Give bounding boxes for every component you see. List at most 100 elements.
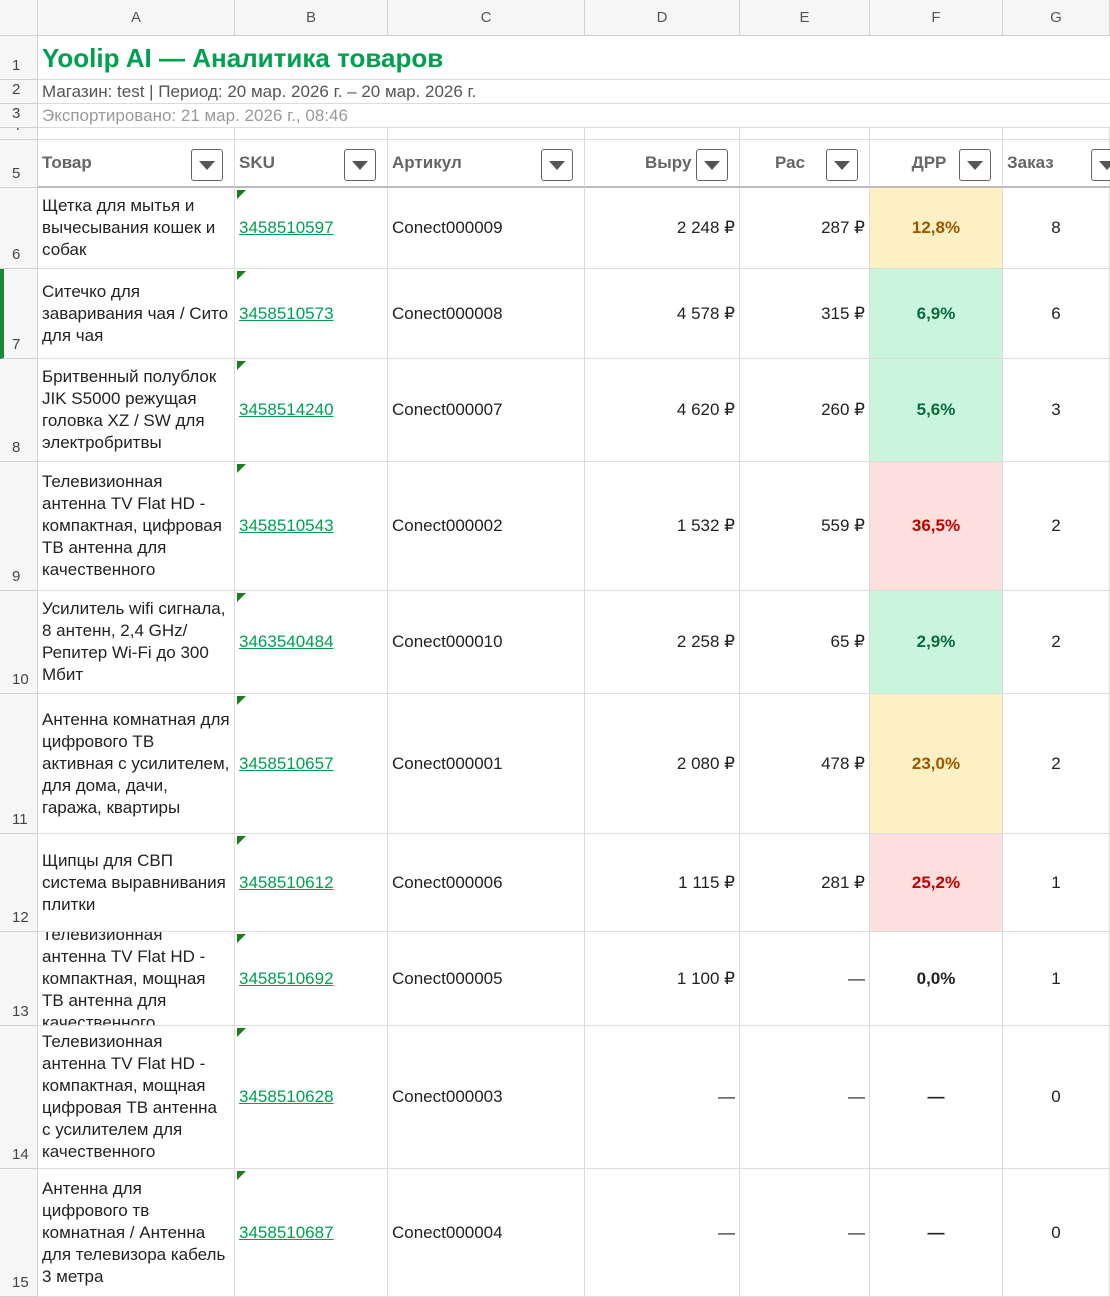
cell-marker	[237, 361, 246, 370]
row-number[interactable]: 7	[0, 269, 38, 359]
sku-link-text[interactable]: 3458510573	[239, 303, 334, 323]
cell	[388, 128, 585, 140]
row-number-text[interactable]: 15	[12, 1274, 29, 1291]
sku-link[interactable]: 3458510612	[235, 834, 388, 932]
article-text: Conect000005	[392, 968, 503, 988]
column-header-text[interactable]: A	[130, 8, 141, 26]
revenue: 1 115 ₽	[585, 834, 740, 932]
filter-button[interactable]	[826, 149, 858, 181]
revenue-text: 1 100 ₽	[676, 968, 735, 988]
revenue: 1 532 ₽	[585, 462, 740, 591]
column-header[interactable]: F	[870, 0, 1003, 36]
sku-link[interactable]: 3458510692	[235, 932, 388, 1026]
article-text: Conect000007	[392, 400, 503, 419]
column-title: Рас	[740, 140, 870, 188]
column-header-text[interactable]: D	[656, 8, 668, 26]
product-name: Телевизионная антенна TV Flat HD - компа…	[38, 1026, 235, 1169]
sku-link-text[interactable]: 3458510543	[239, 516, 334, 535]
row-number[interactable]: 8	[0, 359, 38, 462]
sku-link-text[interactable]: 3458510628	[239, 1087, 334, 1106]
row-number-text[interactable]: 8	[12, 439, 21, 456]
row-number[interactable]: 2	[0, 80, 38, 104]
row-number-text[interactable]: 2	[12, 81, 21, 98]
row-number-text[interactable]: 4	[12, 128, 20, 137]
row-number[interactable]: 4	[0, 128, 38, 140]
sku-link-text[interactable]: 3458510657	[239, 753, 334, 773]
product-name-text: Ситечко для заваривания чая / Сито для ч…	[42, 281, 229, 345]
column-header[interactable]: A	[38, 0, 235, 36]
row-number-text[interactable]: 1	[12, 57, 21, 74]
column-header-text[interactable]: C	[480, 8, 492, 26]
row-number-text[interactable]: 13	[12, 1003, 29, 1020]
article-text: Conect000009	[392, 218, 503, 237]
row-number[interactable]: 9	[0, 462, 38, 591]
article: Conect000007	[388, 359, 585, 462]
product-name-text: Бритвенный полублок JIK S5000 режущая го…	[42, 367, 217, 452]
row-number[interactable]: 6	[0, 188, 38, 269]
column-header[interactable]: E	[740, 0, 870, 36]
product-name: Бритвенный полублок JIK S5000 режущая го…	[38, 359, 235, 462]
row-number[interactable]: 14	[0, 1026, 38, 1169]
cell-marker	[237, 190, 246, 199]
sku-link[interactable]: 3458510628	[235, 1026, 388, 1169]
row-number[interactable]: 11	[0, 694, 38, 834]
column-header-text[interactable]: F	[931, 8, 941, 26]
row-number[interactable]: 1	[0, 36, 38, 80]
row-number[interactable]: 15	[0, 1169, 38, 1297]
sku-link[interactable]: 3458514240	[235, 359, 388, 462]
filter-button[interactable]	[541, 149, 573, 181]
drr-text: —	[927, 1087, 945, 1106]
sku-link-text[interactable]: 3458514240	[239, 400, 334, 419]
sku-link-text[interactable]: 3463540484	[239, 632, 334, 651]
row-number-text[interactable]: 3	[12, 105, 21, 122]
ad-spend-text: —	[848, 1087, 865, 1106]
row-number[interactable]: 13	[0, 932, 38, 1026]
drr: 12,8%	[870, 188, 1003, 269]
column-header-text[interactable]: G	[1050, 8, 1062, 26]
column-header-text[interactable]: E	[799, 8, 810, 26]
row-number-text[interactable]: 7	[12, 336, 21, 353]
row-number-text[interactable]: 11	[12, 811, 28, 828]
row-number[interactable]: 5	[0, 140, 38, 188]
column-header-text[interactable]: B	[305, 8, 316, 26]
sku-link-text[interactable]: 3458510687	[239, 1222, 334, 1242]
filter-button[interactable]	[959, 149, 991, 181]
cell-marker	[237, 1171, 246, 1180]
row-number[interactable]: 10	[0, 591, 38, 694]
ad-spend-text: —	[848, 1222, 865, 1242]
sku-link[interactable]: 3458510543	[235, 462, 388, 591]
column-header[interactable]: B	[235, 0, 388, 36]
drr-text: 36,5%	[911, 516, 961, 535]
row-number-text[interactable]: 5	[12, 165, 21, 182]
sku-link[interactable]: 3458510573	[235, 269, 388, 359]
column-header[interactable]: G	[1003, 0, 1110, 36]
sku-link[interactable]: 3463540484	[235, 591, 388, 694]
row-number-text[interactable]: 9	[12, 568, 21, 585]
row-number[interactable]: 3	[0, 104, 38, 128]
row-number-text[interactable]: 14	[12, 1146, 29, 1163]
drr-text: 23,0%	[911, 753, 961, 773]
product-name: Усилитель wifi сигнала, 8 антенн, 2,4 GH…	[38, 591, 235, 694]
row-number-text[interactable]: 12	[12, 909, 29, 926]
filter-button[interactable]	[696, 149, 728, 181]
ad-spend: 281 ₽	[740, 834, 870, 932]
sku-link[interactable]: 3458510687	[235, 1169, 388, 1297]
drr: 23,0%	[870, 694, 1003, 834]
row-number-text[interactable]: 6	[12, 246, 21, 263]
sku-link-text[interactable]: 3458510692	[239, 968, 334, 988]
drr: 25,2%	[870, 834, 1003, 932]
sku-link[interactable]: 3458510657	[235, 694, 388, 834]
sku-link-text[interactable]: 3458510612	[239, 872, 334, 892]
sku-link-text[interactable]: 3458510597	[239, 218, 334, 237]
sku-link[interactable]: 3458510597	[235, 188, 388, 269]
filter-button[interactable]	[1091, 149, 1110, 181]
row-number[interactable]: 12	[0, 834, 38, 932]
column-header[interactable]: C	[388, 0, 585, 36]
filter-button[interactable]	[344, 149, 376, 181]
filter-button[interactable]	[191, 149, 223, 181]
row-number-text[interactable]: 10	[12, 671, 29, 688]
article: Conect000005	[388, 932, 585, 1026]
column-header[interactable]: D	[585, 0, 740, 36]
revenue-text: 4 620 ₽	[676, 400, 735, 419]
cell	[38, 128, 235, 140]
